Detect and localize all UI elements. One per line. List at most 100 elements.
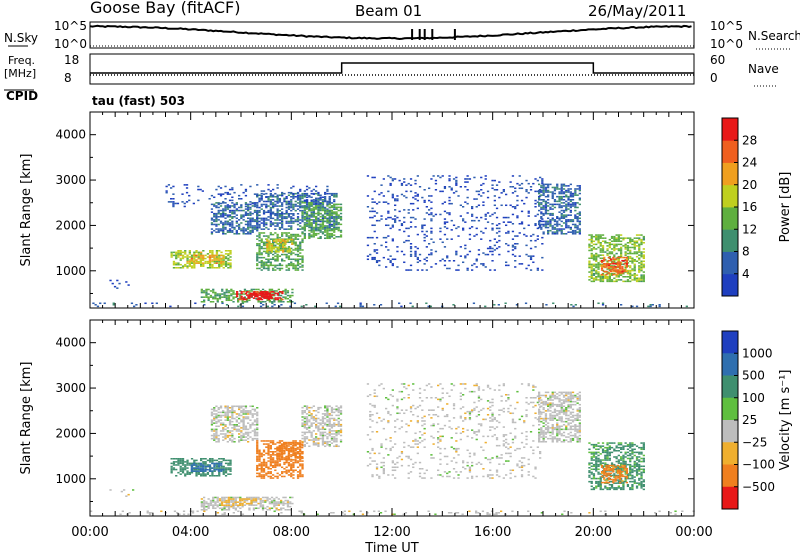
- power-cell: [315, 206, 318, 209]
- power-cell: [281, 222, 284, 224]
- power-cell: [609, 266, 613, 268]
- power-cell: [375, 261, 379, 264]
- power-cell: [317, 206, 320, 209]
- velocity-cell: [276, 457, 279, 460]
- power-cell: [211, 254, 214, 257]
- velocity-cell: [220, 461, 223, 463]
- power-cell: [202, 254, 205, 257]
- power-cell: [588, 243, 591, 246]
- power-cell: [605, 266, 608, 268]
- power-cell: [229, 267, 232, 269]
- power-cell: [249, 211, 252, 213]
- velocity-cell: [328, 428, 331, 431]
- power-cell: [224, 214, 227, 216]
- power-cell: [616, 269, 619, 271]
- power-cell: [172, 198, 175, 200]
- power-cell: [219, 216, 223, 218]
- power-cell: [328, 196, 331, 198]
- power-cell: [206, 260, 210, 263]
- power-cell: [317, 229, 320, 232]
- power-cell: [567, 199, 570, 201]
- power-cell: [144, 302, 147, 305]
- power-cell: [610, 268, 614, 270]
- power-cell: [486, 190, 490, 193]
- power-cell: [638, 246, 641, 249]
- power-cell: [511, 213, 515, 216]
- power-cell: [385, 246, 388, 248]
- power-cell: [608, 252, 611, 255]
- velocity-cell: [213, 428, 216, 431]
- velocity-cell: [226, 413, 229, 415]
- power-cell: [366, 255, 370, 257]
- velocity-cell: [324, 440, 327, 443]
- power-cell: [328, 219, 331, 221]
- velocity-cell: [330, 436, 334, 438]
- velocity-cell: [324, 406, 327, 409]
- velocity-cell: [243, 504, 247, 506]
- power-cell: [462, 261, 465, 264]
- power-cell: [534, 246, 537, 248]
- power-cell: [633, 240, 636, 243]
- power-cell: [597, 265, 600, 267]
- power-cell: [308, 223, 311, 226]
- power-cell: [335, 220, 338, 223]
- velocity-cell: [258, 455, 261, 458]
- power-cell: [272, 269, 275, 271]
- power-cell: [642, 277, 645, 280]
- power-cell: [225, 291, 228, 294]
- power-cell: [498, 181, 501, 183]
- power-cell: [595, 243, 598, 246]
- power-cell: [260, 208, 263, 210]
- power-cell: [439, 227, 442, 230]
- power-cell: [333, 196, 336, 198]
- power-cell: [518, 175, 521, 177]
- power-cell: [638, 251, 641, 253]
- velocity-cell: [213, 439, 216, 441]
- power-cell: [267, 260, 270, 262]
- power-cell: [276, 217, 279, 220]
- power-cell: [305, 216, 309, 218]
- velocity-cell: [244, 433, 248, 435]
- power-cell: [256, 263, 259, 265]
- power-cell: [592, 240, 596, 243]
- power-cell: [486, 212, 490, 214]
- power-cell: [578, 233, 581, 235]
- power-cell: [240, 292, 243, 295]
- power-cell: [276, 222, 279, 224]
- velocity-cell: [209, 502, 213, 505]
- power-cell: [544, 220, 548, 223]
- power-cell: [542, 233, 545, 235]
- power-cell: [303, 199, 306, 202]
- power-cell: [224, 191, 227, 194]
- velocity-cell: [224, 433, 227, 435]
- power-cell: [221, 301, 224, 303]
- power-cell: [608, 276, 611, 278]
- power-cell: [339, 236, 343, 238]
- power-cell: [227, 259, 230, 261]
- velocity-cell: [272, 457, 275, 459]
- power-cell: [574, 223, 577, 226]
- power-cell: [613, 245, 616, 247]
- velocity-cell: [200, 458, 203, 460]
- power-cell: [215, 217, 218, 220]
- velocity-cell: [218, 499, 222, 502]
- power-cell: [541, 256, 544, 259]
- velocity-cell: [299, 471, 302, 473]
- power-cell: [658, 304, 661, 306]
- power-cell: [588, 245, 591, 247]
- power-cell: [303, 222, 306, 224]
- power-cell: [565, 219, 568, 221]
- power-cell: [296, 220, 300, 223]
- power-cell: [264, 291, 267, 293]
- velocity-cell: [330, 410, 334, 412]
- power-cell: [477, 193, 481, 196]
- power-cell: [199, 260, 202, 263]
- power-cell: [169, 305, 172, 308]
- velocity-cell: [251, 430, 254, 432]
- power-cell: [186, 257, 189, 260]
- velocity-cell: [231, 436, 234, 438]
- power-cell: [231, 225, 234, 227]
- nsky-tick-bottom: 10^0: [54, 37, 87, 51]
- velocity-cell: [308, 427, 311, 429]
